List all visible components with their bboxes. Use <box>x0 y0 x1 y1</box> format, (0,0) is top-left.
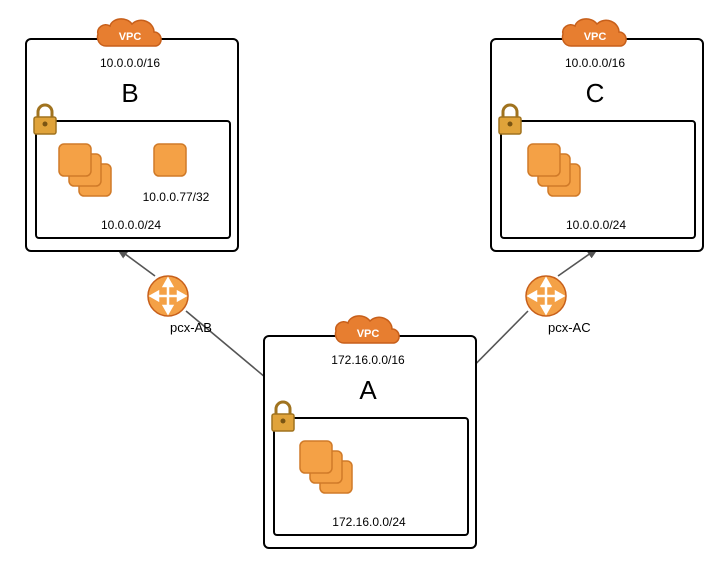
vpc-name-c: C <box>490 78 700 109</box>
diagram-stage: 10.0.0.0/16 B 10.0.0.0/24 10.0.0.0/16 C … <box>0 0 728 561</box>
peering-label-ac: pcx-AC <box>548 320 618 335</box>
subnet-cidr-c: 10.0.0.0/24 <box>500 218 692 232</box>
subnet-cidr-a: 172.16.0.0/24 <box>273 515 465 529</box>
vpc-cidr-a: 172.16.0.0/16 <box>263 353 473 367</box>
peering-label-ab: pcx-AB <box>170 320 240 335</box>
vpc-name-a: A <box>263 375 473 406</box>
vpc-cidr-c: 10.0.0.0/16 <box>490 56 700 70</box>
instance-ip-label: 10.0.0.77/32 <box>130 190 222 204</box>
vpc-cidr-b: 10.0.0.0/16 <box>25 56 235 70</box>
vpc-name-b: B <box>25 78 235 109</box>
subnet-cidr-b: 10.0.0.0/24 <box>35 218 227 232</box>
